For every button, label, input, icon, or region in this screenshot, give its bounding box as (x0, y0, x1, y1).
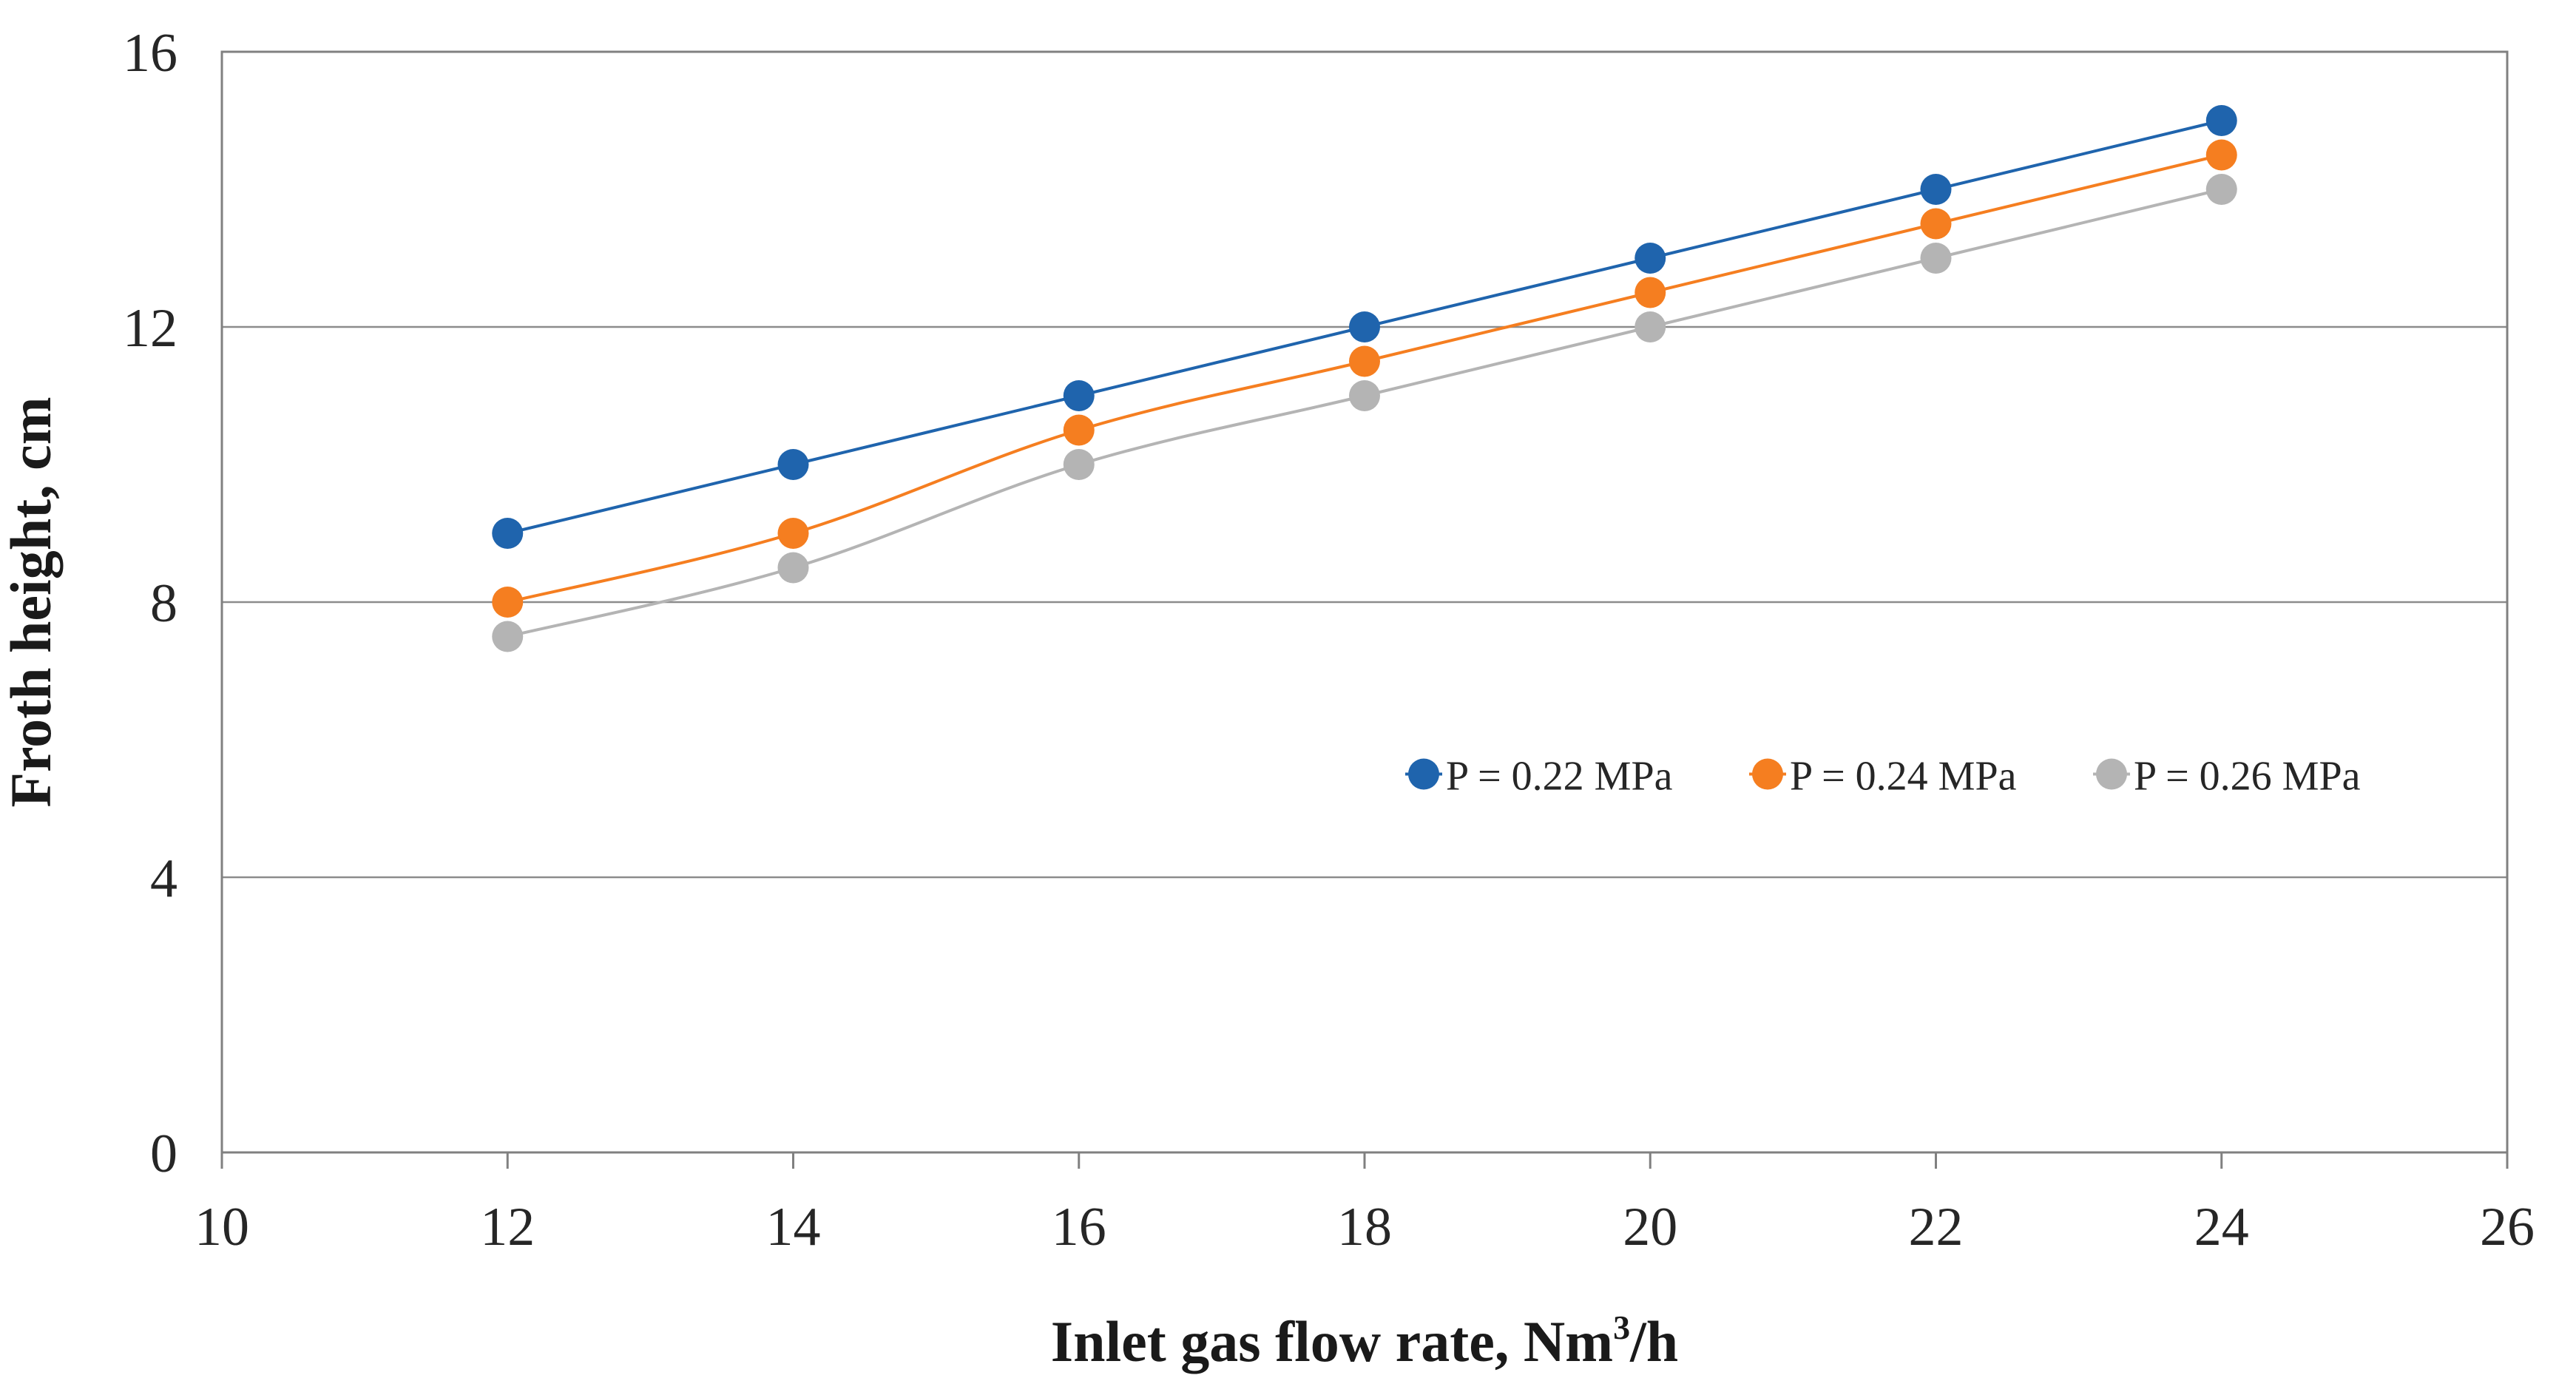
series-3 (492, 174, 2237, 652)
legend-item: P = 0.24 MPa (1749, 754, 2017, 800)
y-axis-tick-labels: 0 4 8 12 16 (123, 23, 178, 1184)
data-point (1920, 243, 1952, 274)
data-point (777, 449, 809, 480)
data-point (2205, 105, 2237, 136)
y-tick-label: 16 (123, 23, 178, 84)
y-tick-label: 8 (150, 573, 178, 634)
x-tick-label: 10 (195, 1197, 249, 1257)
x-axis-tick-labels: 10 12 14 16 18 20 22 24 26 (195, 1197, 2535, 1257)
legend: P = 0.22 MPa P = 0.24 MPa P = 0.26 MPa (1405, 754, 2361, 800)
legend-label: P = 0.26 MPa (2134, 754, 2361, 800)
series-2 (492, 139, 2237, 618)
data-point (1634, 277, 1666, 308)
y-tick-label: 12 (123, 298, 178, 359)
x-tick-label: 18 (1337, 1197, 1392, 1257)
legend-marker (1408, 758, 1439, 790)
legend-item: P = 0.26 MPa (2093, 754, 2361, 800)
x-axis-title-main: Inlet gas flow rate, Nm (1051, 1309, 1613, 1374)
x-tick-label: 20 (1623, 1197, 1677, 1257)
x-tick-label: 24 (2194, 1197, 2249, 1257)
data-point (1349, 311, 1380, 342)
x-tick-label: 12 (480, 1197, 535, 1257)
legend-marker (1752, 758, 1783, 790)
x-axis-title-superscript: 3 (1613, 1308, 1630, 1346)
data-point (2205, 139, 2237, 171)
data-point (1634, 243, 1666, 274)
x-tick-label: 26 (2480, 1197, 2535, 1257)
legend-marker (2096, 758, 2127, 790)
data-point (1634, 311, 1666, 342)
x-axis-title: Inlet gas flow rate, Nm3/h (1051, 1308, 1678, 1374)
series (492, 105, 2237, 652)
data-point (777, 518, 809, 549)
data-point (492, 518, 524, 549)
y-tick-label: 4 (150, 848, 178, 909)
data-point (777, 552, 809, 584)
data-point (1349, 345, 1380, 377)
data-point (2205, 174, 2237, 205)
legend-label: P = 0.22 MPa (1446, 754, 1673, 800)
data-point (1063, 449, 1095, 480)
axis-ticks (220, 1152, 2509, 1169)
data-point (492, 621, 524, 652)
data-point (1920, 174, 1952, 205)
x-tick-label: 14 (766, 1197, 821, 1257)
legend-label: P = 0.24 MPa (1790, 754, 2017, 800)
data-point (1920, 208, 1952, 240)
data-point (492, 587, 524, 618)
x-axis-title-suffix: /h (1629, 1309, 1678, 1374)
x-tick-label: 16 (1052, 1197, 1106, 1257)
series-1 (492, 105, 2237, 549)
y-tick-label: 0 (150, 1124, 178, 1184)
data-point (1063, 380, 1095, 411)
data-point (1349, 380, 1380, 411)
legend-item: P = 0.22 MPa (1405, 754, 1673, 800)
y-axis-title: Froth height, cm (0, 396, 63, 807)
x-tick-label: 22 (1909, 1197, 1964, 1257)
data-point (1063, 414, 1095, 446)
